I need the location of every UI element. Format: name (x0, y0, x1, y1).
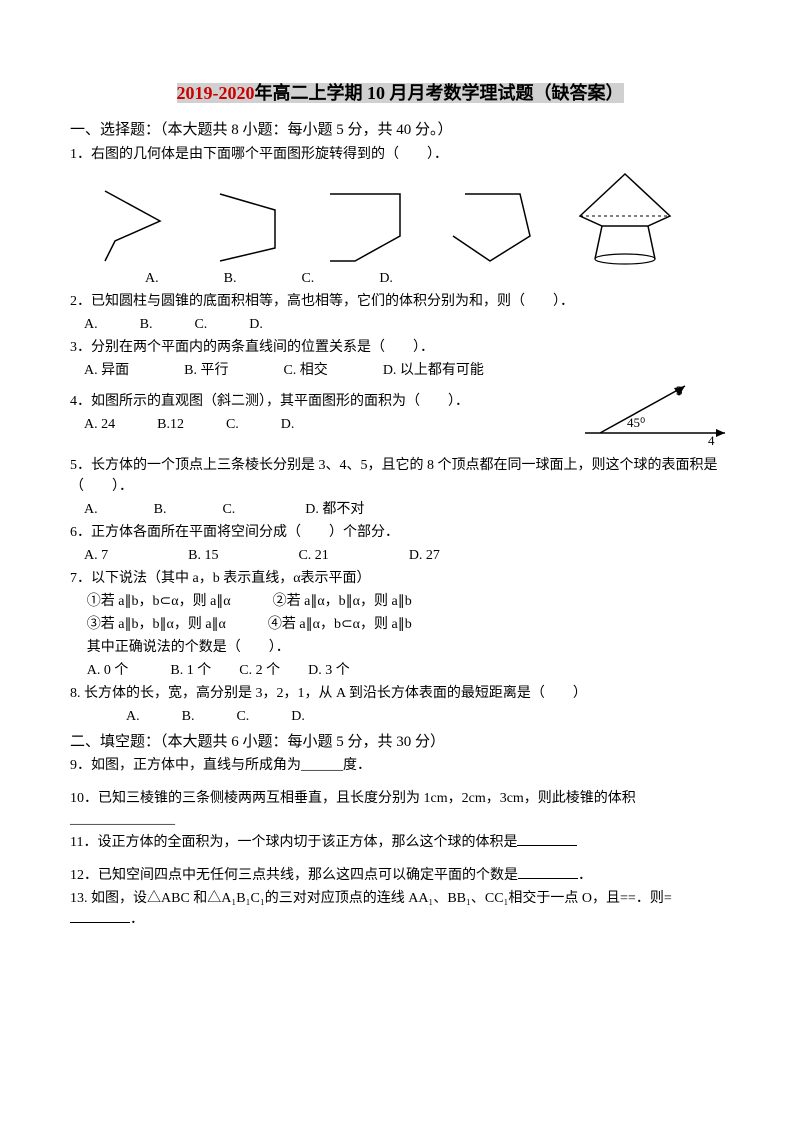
section-1-heading: 一、选择题：（本大题共 8 小题：每小题 5 分，共 40 分。） (70, 119, 730, 142)
q4-text: 4．如图所示的直观图（斜二测），其平面图形的面积为（ ）． (70, 391, 580, 412)
shape-b (205, 186, 285, 266)
angle-right-label: 4 (708, 433, 715, 446)
q1-opt-a: A. (145, 268, 159, 289)
q7-line2: ③若 a∥b，b∥α，则 a∥α ④若 a∥α，b⊂α，则 a∥b (70, 614, 730, 635)
q7-opts: A. 0 个 B. 1 个 C. 2 个 D. 3 个 (70, 660, 730, 681)
q3-opt-a: A. 异面 (84, 360, 129, 381)
q4-row: 4．如图所示的直观图（斜二测），其平面图形的面积为（ ）． A. 24 B.12… (70, 381, 730, 453)
q8-text: 8. 长方体的长，宽，高分别是 3，2，1，从 A 到沿长方体表面的最短距离是（… (70, 683, 730, 704)
title-rest: 年高二上学期 10 月月考数学理试题（缺答案） (255, 83, 624, 103)
q6-opt-d: D. 27 (409, 545, 440, 566)
q6-text: 6．正方体各面所在平面将空间分成（ ）个部分． (70, 522, 730, 543)
q12-blank (518, 865, 578, 879)
q3-opts: A. 异面 B. 平行 C. 相交 D. 以上都有可能 (70, 360, 730, 381)
q12: 12．已知空间四点中无任何三点共线，那么这四点可以确定平面的个数是 ． (70, 865, 730, 886)
q6-opt-a: A. 7 (84, 545, 108, 566)
q2-opts: A. B. C. D. (70, 314, 730, 335)
angle-top-label: 3 (676, 383, 683, 398)
q3-opt-b: B. 平行 (184, 360, 228, 381)
q6-opt-b: B. 15 (188, 545, 218, 566)
q1-opt-d: D. (379, 268, 393, 289)
shape-c (320, 186, 410, 266)
q7-text: 7．以下说法（其中 a，b 表示直线，α表示平面） (70, 568, 730, 589)
q11-blank (517, 832, 577, 846)
q1-shapes (90, 171, 730, 266)
angle-figure: 3 45⁰ 4 (580, 381, 730, 453)
q4-opts: A. 24 B.12 C. D. (70, 414, 580, 435)
q13: 13. 如图，设△ABC 和△A₁B₁C₁的三对对应顶点的连线 AA₁、BB₁、… (70, 888, 730, 930)
q6-opt-c: C. 21 (298, 545, 328, 566)
q10-text: 10．已知三棱锥的三条侧棱两两互相垂直，且长度分别为 1cm，2cm，3cm，则… (70, 788, 730, 830)
q13-dot: ． (130, 912, 144, 927)
q7-line1: ①若 a∥b，b⊂α，则 a∥α ②若 a∥α，b∥α，则 a∥b (70, 591, 730, 612)
q2-text: 2．已知圆柱与圆锥的底面积相等，高也相等，它们的体积分别为和，则（ ）． (70, 291, 730, 312)
q12-text: 12．已知空间四点中无任何三点共线，那么这四点可以确定平面的个数是 (70, 868, 518, 883)
q13-text: 13. 如图，设△ABC 和△A₁B₁C₁的三对对应顶点的连线 AA₁、BB₁、… (70, 891, 672, 906)
shape-d (445, 186, 535, 266)
title-year: 2019-2020 (177, 83, 255, 103)
page-title: 2019-2020年高二上学期 10 月月考数学理试题（缺答案） (70, 80, 730, 107)
q13-blank (70, 909, 130, 923)
q6-opts: A. 7 B. 15 C. 21 D. 27 (70, 545, 730, 566)
q11-text: 11．设正方体的全面积为，一个球内切于该正方体，那么这个球的体积是 (70, 835, 517, 850)
angle-deg-label: 45⁰ (627, 415, 645, 430)
q5-text: 5．长方体的一个顶点上三条棱长分别是 3、4、5，且它的 8 个顶点都在同一球面… (70, 455, 730, 497)
section-2-heading: 二、填空题：（本大题共 6 小题：每小题 5 分，共 30 分） (70, 731, 730, 754)
q3-opt-d: D. 以上都有可能 (383, 360, 484, 381)
q11: 11．设正方体的全面积为，一个球内切于该正方体，那么这个球的体积是 (70, 832, 730, 853)
q1-text: 1．右图的几何体是由下面哪个平面图形旋转得到的（ ）． (70, 144, 730, 165)
q5-opts: A. B. C. D. 都不对 (70, 499, 730, 520)
q12-dot: ． (578, 868, 592, 883)
q1-opt-b: B. (224, 268, 237, 289)
shape-a (90, 186, 170, 266)
q9-text: 9．如图，正方体中，直线与所成角为______度． (70, 755, 730, 776)
q1-labels: A. B. C. D. (145, 268, 730, 289)
q3-opt-c: C. 相交 (283, 360, 327, 381)
q8-opts: A. B. C. D. (70, 706, 730, 727)
solid-shape (570, 171, 680, 266)
exam-page: 2019-2020年高二上学期 10 月月考数学理试题（缺答案） 一、选择题：（… (0, 0, 800, 972)
q3-text: 3．分别在两个平面内的两条直线间的位置关系是（ ）． (70, 337, 730, 358)
q1-opt-c: C. (301, 268, 314, 289)
q7-line3: 其中正确说法的个数是（ ）． (70, 637, 730, 658)
